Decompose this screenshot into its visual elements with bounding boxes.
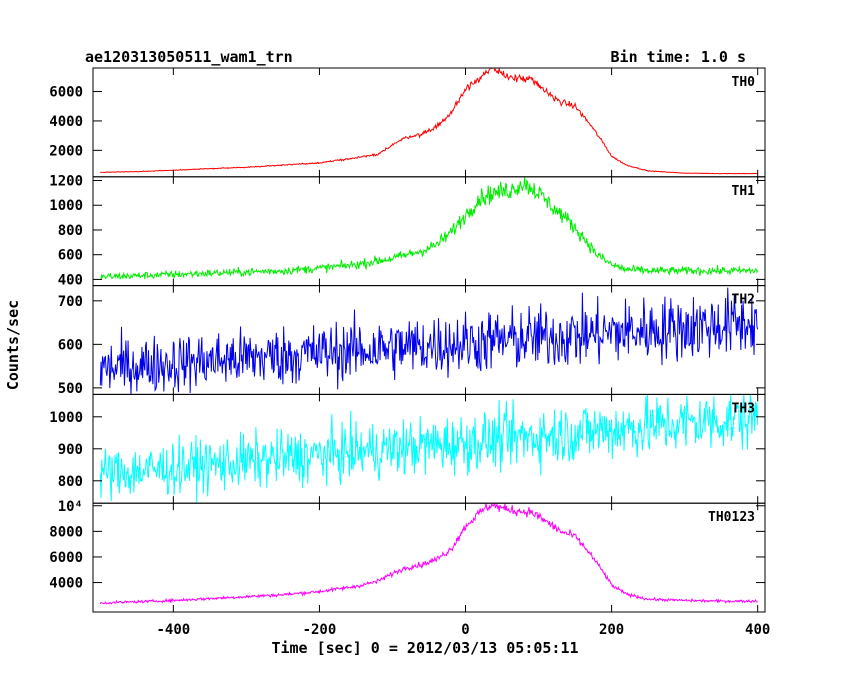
y-tick-label: 10⁴ <box>58 499 83 515</box>
y-tick-label: 6000 <box>49 85 83 101</box>
y-tick-label: 1200 <box>49 174 83 190</box>
x-tick-label: 200 <box>599 622 624 638</box>
y-axis-label: Counts/sec <box>4 300 22 390</box>
y-tick-label: 4000 <box>49 576 83 592</box>
y-tick-label: 8000 <box>49 524 83 540</box>
plot-area: 200040006000TH040060080010001200TH150060… <box>49 67 770 638</box>
x-tick-label: -200 <box>303 622 337 638</box>
x-tick-label: 0 <box>461 622 469 638</box>
panel-label-th2: TH2 <box>732 293 755 308</box>
y-tick-label: 600 <box>58 248 83 264</box>
y-tick-label: 4000 <box>49 114 83 130</box>
y-tick-label: 6000 <box>49 550 83 566</box>
series-line-th3 <box>99 394 759 504</box>
series-line-th0 <box>100 68 758 175</box>
chart-title: ae120313050511_wam1_trn <box>85 48 293 66</box>
y-tick-label: 2000 <box>49 143 83 159</box>
y-tick-label: 400 <box>58 272 83 288</box>
panel-label-th0: TH0 <box>732 75 756 90</box>
y-tick-label: 600 <box>58 337 83 353</box>
y-tick-label: 1000 <box>49 410 83 426</box>
panel-label-th1: TH1 <box>732 184 756 199</box>
series-line-th1 <box>100 176 759 280</box>
y-tick-label: 800 <box>58 223 83 239</box>
x-tick-label: 400 <box>745 622 770 638</box>
panel-frame-th2 <box>92 285 766 395</box>
series-line-th2 <box>99 287 759 395</box>
panel-frame-th0123 <box>92 502 766 613</box>
y-tick-label: 800 <box>58 474 83 490</box>
panel-frame-th0 <box>92 67 766 178</box>
y-tick-label: 700 <box>58 294 83 310</box>
panel-label-th0123: TH0123 <box>708 510 755 525</box>
x-axis-label: Time [sec] 0 = 2012/03/13 05:05:11 <box>271 639 578 657</box>
y-tick-label: 1000 <box>49 198 83 214</box>
x-tick-label: -400 <box>156 622 190 638</box>
y-tick-label: 900 <box>58 442 83 458</box>
y-tick-label: 500 <box>58 381 83 397</box>
bin-time-label: Bin time: 1.0 s <box>611 48 746 66</box>
panel-label-th3: TH3 <box>732 401 755 416</box>
series-line-th0123 <box>99 503 758 605</box>
